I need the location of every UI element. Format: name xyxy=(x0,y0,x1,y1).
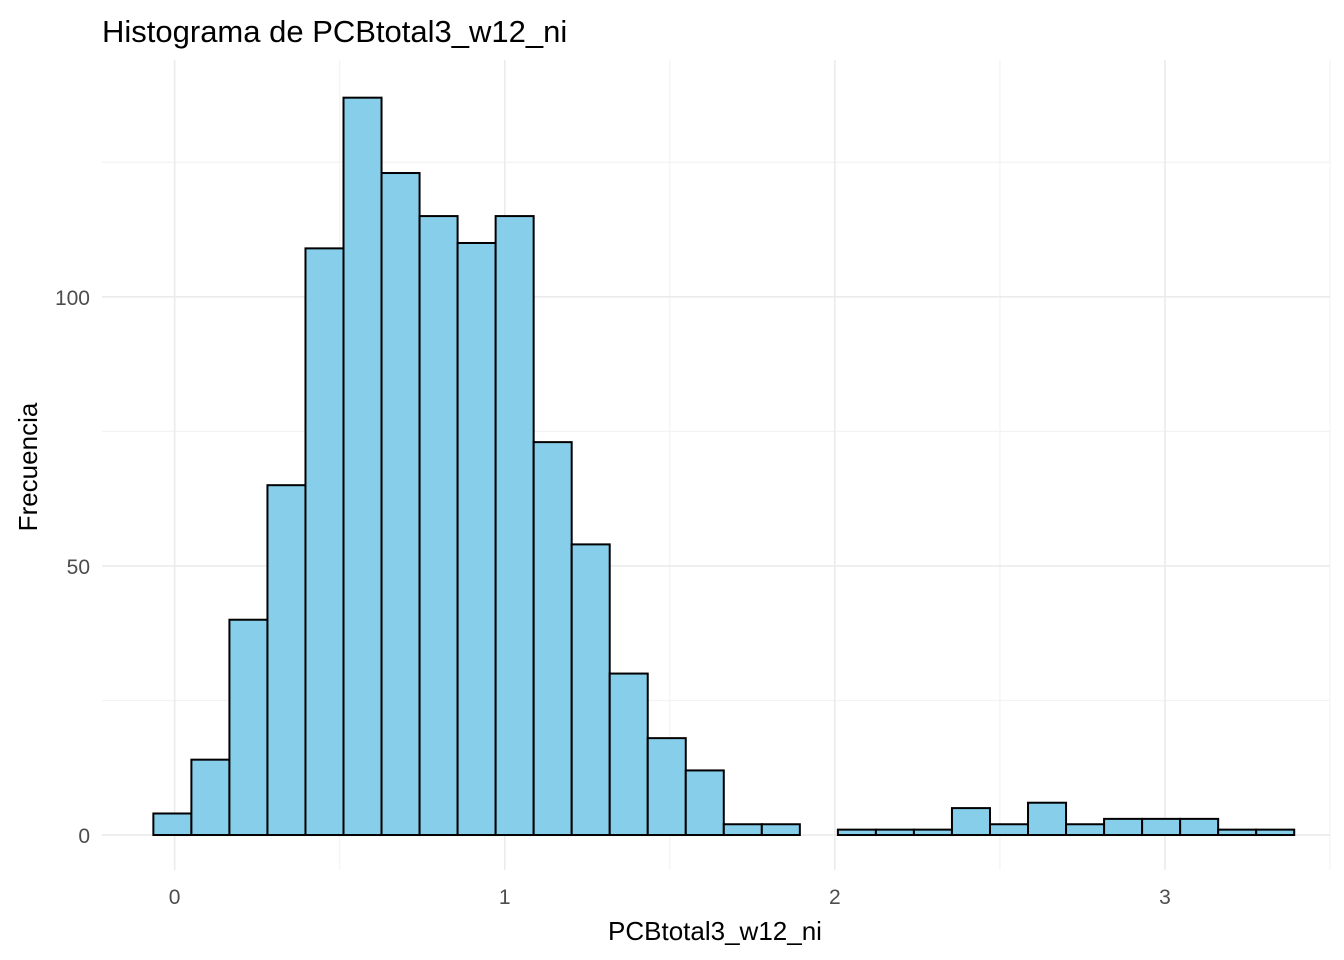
histogram-bar xyxy=(1141,817,1182,837)
histogram-bar xyxy=(380,172,421,837)
histogram-bar xyxy=(1027,801,1068,837)
histogram-bar xyxy=(760,823,801,837)
histogram-bar xyxy=(266,484,307,837)
histogram-bar xyxy=(456,241,497,837)
histogram-bar xyxy=(228,618,269,837)
y-tick-label: 50 xyxy=(67,556,90,579)
histogram-bar xyxy=(152,812,193,837)
histogram-bar xyxy=(190,758,231,837)
histogram-bar xyxy=(684,769,725,837)
histogram-bar xyxy=(988,823,1030,837)
y-axis-title: Frecuencia xyxy=(13,402,43,531)
y-axis-tick-labels: 0 50 100 xyxy=(55,287,90,848)
histogram-bars xyxy=(152,96,1296,837)
histogram-bar xyxy=(1065,823,1106,837)
histogram-bar xyxy=(342,96,383,837)
histogram-bar xyxy=(1179,817,1220,837)
histogram-bar xyxy=(532,441,573,837)
histogram-bar xyxy=(950,807,991,837)
histogram-bar xyxy=(304,247,345,837)
x-tick-label: 3 xyxy=(1159,886,1171,909)
histogram-bar xyxy=(874,828,915,837)
histogram-bar xyxy=(418,215,459,837)
chart-title: Histograma de PCBtotal3_w12_ni xyxy=(102,14,567,49)
histogram-bar xyxy=(836,828,877,837)
x-axis-title: PCBtotal3_w12_ni xyxy=(608,916,822,946)
histogram-bar xyxy=(912,828,953,837)
x-tick-label: 0 xyxy=(169,886,181,909)
histogram-bar xyxy=(1103,817,1144,837)
histogram-bar xyxy=(1255,828,1296,837)
histogram-bar xyxy=(608,672,649,837)
x-tick-label: 2 xyxy=(829,886,841,909)
histogram-bar xyxy=(570,543,611,837)
y-tick-label: 0 xyxy=(78,825,90,848)
histogram-bar xyxy=(1217,828,1258,837)
y-tick-label: 100 xyxy=(55,287,90,310)
histogram-bar xyxy=(494,215,535,837)
histogram-bar xyxy=(646,737,687,837)
x-axis-tick-labels: 0 1 2 3 xyxy=(169,886,1171,909)
histogram-bar xyxy=(722,823,763,837)
x-tick-label: 1 xyxy=(499,886,511,909)
